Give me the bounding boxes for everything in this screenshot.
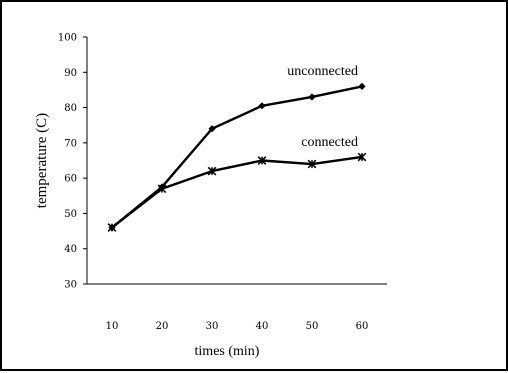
data-point-marker [107, 223, 117, 232]
data-point-marker [258, 102, 266, 110]
y-tick-label: 30 [64, 280, 77, 291]
x-tick-label: 40 [256, 321, 269, 332]
y-tick-label: 50 [64, 209, 77, 220]
y-tick-label: 80 [64, 103, 77, 114]
data-point-marker [157, 184, 167, 194]
series-label-unconnected: unconnected [287, 64, 358, 79]
data-point-marker [357, 152, 367, 162]
axes [86, 37, 387, 285]
y-tick-label: 60 [64, 174, 77, 185]
data-point-marker [358, 82, 366, 90]
y-axis-title: temperature (C) [34, 113, 50, 208]
x-tick-label: 20 [156, 321, 169, 332]
data-point-marker [308, 93, 316, 101]
axis-titles: times (min) temperature (C) [34, 113, 260, 359]
series-label-connected: connected [301, 135, 358, 150]
data-point-marker [307, 159, 317, 169]
x-tick-label: 60 [356, 321, 369, 332]
data-point-marker [207, 166, 217, 176]
data-point-marker [208, 125, 216, 133]
series-group: unconnected connected [107, 64, 367, 232]
x-tick-label: 30 [206, 321, 219, 332]
x-tick-label: 10 [106, 321, 119, 332]
series-line-unconnected [111, 85, 363, 229]
x-axis-title: times (min) [195, 344, 260, 359]
x-ticks: 10 20 30 40 50 60 [106, 321, 369, 332]
series-line-connected [111, 155, 363, 229]
data-point-marker [257, 156, 267, 165]
y-tick-label: 100 [58, 33, 77, 44]
y-tick-label: 40 [64, 244, 77, 255]
x-tick-label: 50 [306, 321, 319, 332]
y-tick-label: 70 [64, 138, 77, 149]
y-tick-label: 90 [64, 68, 77, 79]
y-ticks: 30 40 50 60 70 80 90 100 [58, 33, 87, 291]
series-connected: connected [107, 135, 367, 232]
